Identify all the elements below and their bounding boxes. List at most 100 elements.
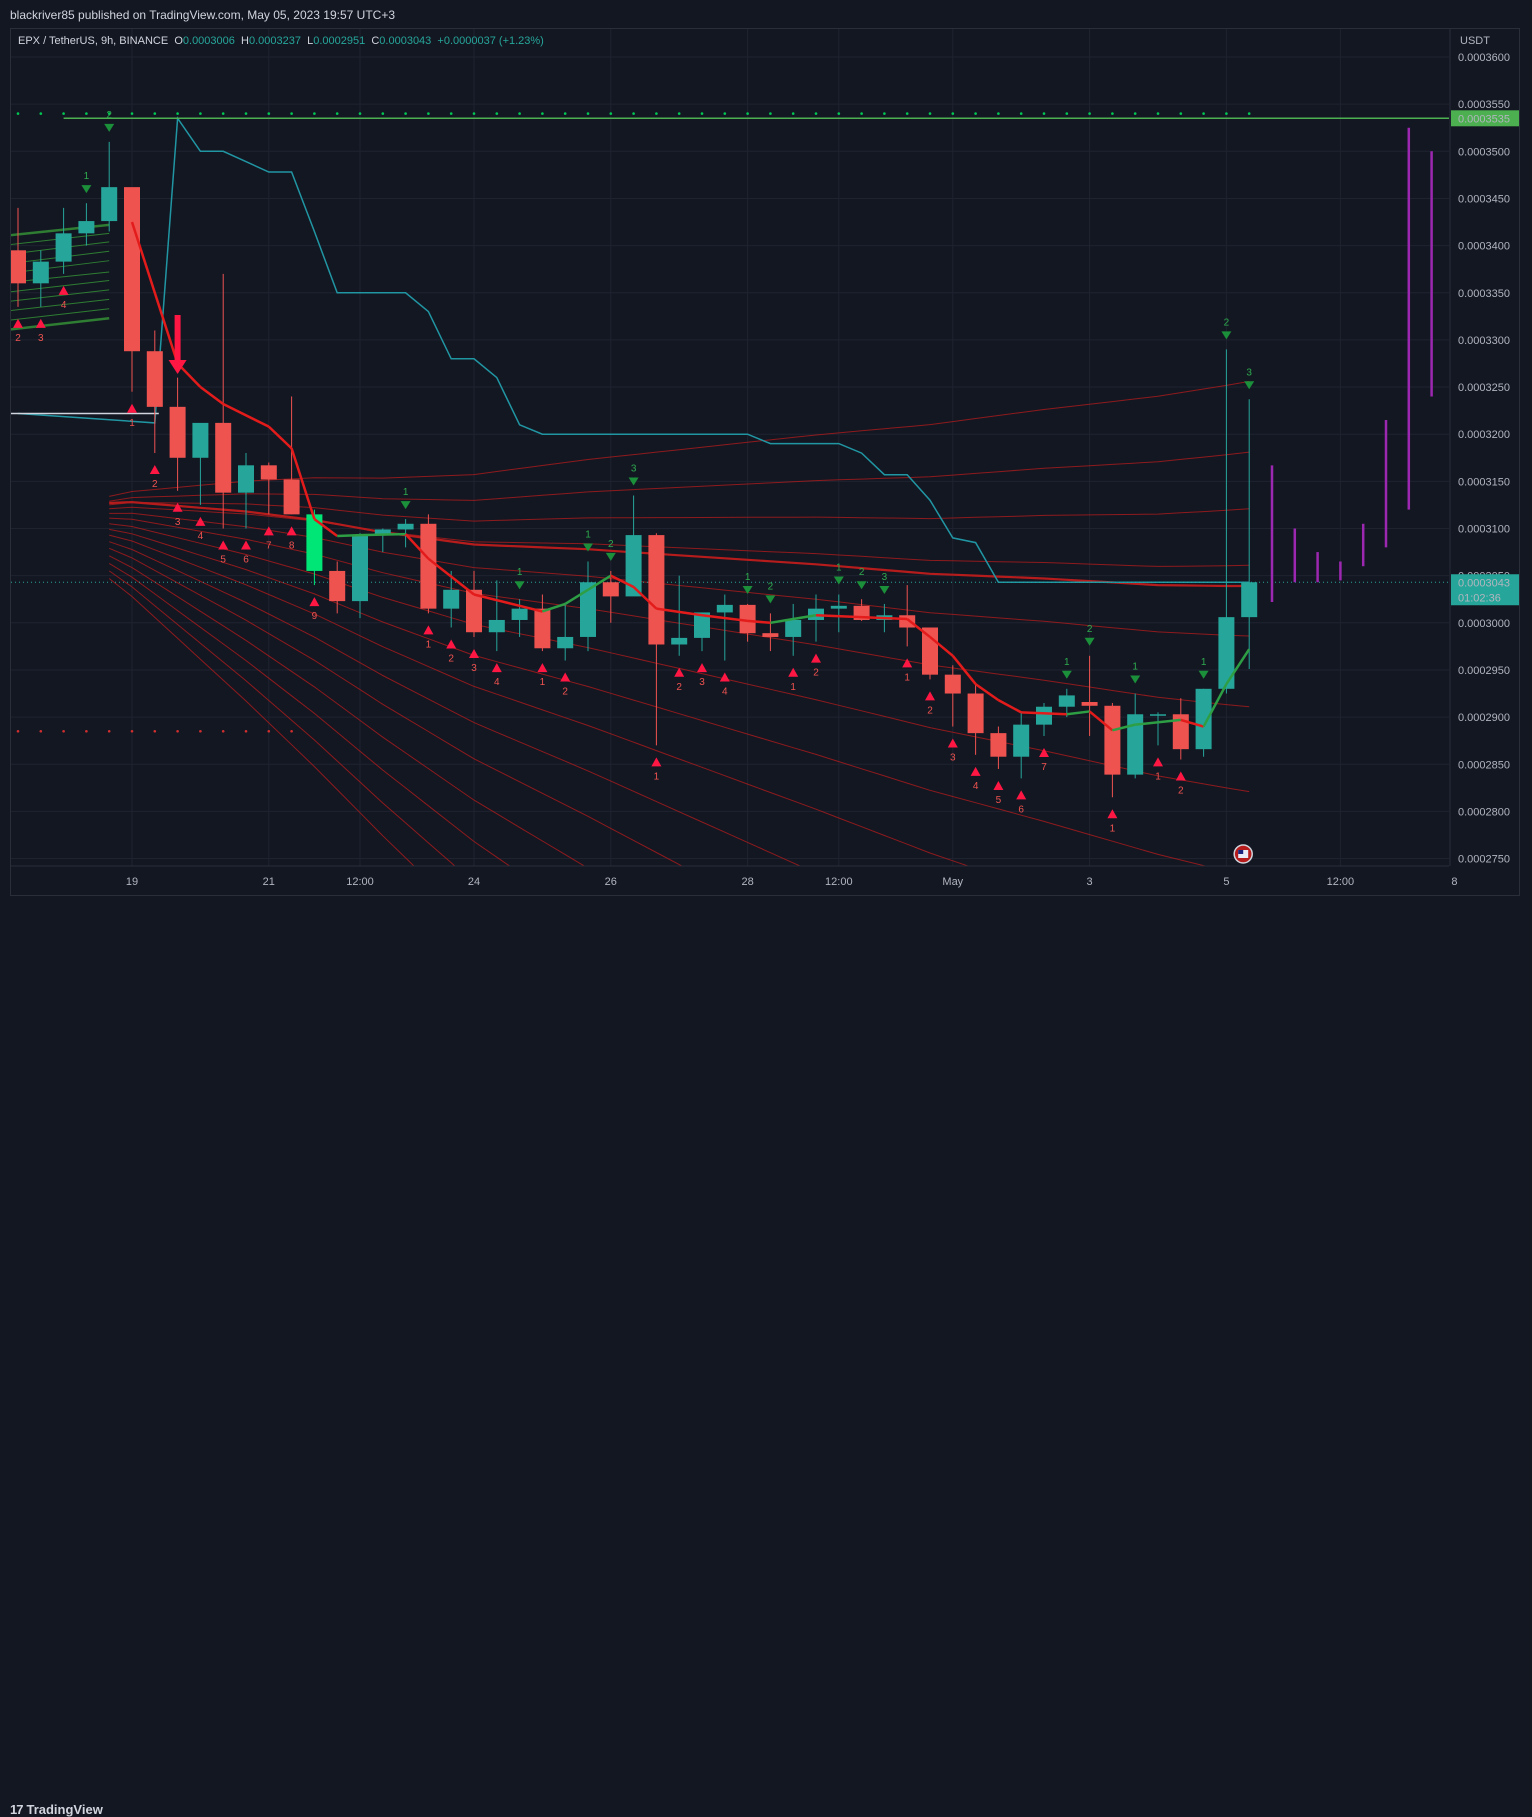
chart-frame[interactable] <box>10 28 1520 896</box>
open-value: 0.0003006 <box>182 35 235 47</box>
close-label: C <box>371 35 380 47</box>
buy-signal-count: 3 <box>699 677 705 688</box>
candle-body <box>1127 714 1144 775</box>
buy-signal-count: 6 <box>1018 804 1024 815</box>
dot-marker-top <box>632 112 635 115</box>
buy-signal-count: 1 <box>790 682 796 693</box>
price-tick-label: 0.0003200 <box>1458 429 1510 441</box>
buy-signal-icon <box>149 465 160 475</box>
dot-marker-top <box>244 112 248 115</box>
high-value: 0.0003237 <box>248 35 301 47</box>
sell-signal-count: 1 <box>1201 657 1207 668</box>
short-ema-segment <box>701 614 748 623</box>
ma-ribbon-line <box>109 547 683 866</box>
buy-signal-icon <box>811 653 821 663</box>
buy-signal-count: 2 <box>676 682 682 693</box>
buy-signal-count: 2 <box>927 705 933 716</box>
short-ema-segment <box>1225 648 1251 685</box>
flag-canton <box>1238 850 1244 854</box>
buy-signal-icon <box>423 625 434 635</box>
dot-marker-top <box>860 112 863 115</box>
ma-ribbon-line <box>108 555 586 866</box>
candle-body <box>124 187 140 352</box>
short-ema-segment <box>997 699 1022 714</box>
short-ema-segment <box>747 619 771 625</box>
candle-body <box>808 608 824 620</box>
dot-marker-top <box>404 112 407 115</box>
time-tick-label: 12:00 <box>346 876 374 888</box>
short-ema-segment <box>632 586 658 610</box>
candle-body <box>488 619 505 633</box>
sell-signal-icon <box>1198 670 1209 679</box>
green-ma-band <box>11 308 110 321</box>
buy-signal-count: 4 <box>198 531 204 542</box>
top-bar: blackriver85 published on TradingView.co… <box>0 0 1532 28</box>
time-tick-label: 3 <box>1087 876 1093 888</box>
price-tick-label: 0.0002750 <box>1458 854 1510 866</box>
ma-ribbon-line <box>109 501 1250 522</box>
buy-signal-icon <box>970 766 981 776</box>
candle-body <box>534 608 551 649</box>
resistance-price-label: 0.0003535 <box>1458 113 1510 125</box>
time-tick-label: May <box>942 876 963 888</box>
dot-marker-bottom <box>199 729 202 733</box>
sell-signal-count: 1 <box>84 171 90 182</box>
short-ema-segment <box>542 602 566 613</box>
short-ema-segment <box>1135 718 1181 726</box>
tradingview-brand[interactable]: 17 TradingView <box>10 1802 103 1817</box>
sell-signal-count: 2 <box>859 567 865 578</box>
candle-body <box>1058 695 1075 707</box>
candle-body <box>922 627 938 675</box>
buy-signal-count: 6 <box>243 555 249 566</box>
sell-signal-icon <box>1061 670 1072 679</box>
price-tick-label: 0.0003500 <box>1458 146 1510 158</box>
publish-info: blackriver85 published on TradingView.co… <box>10 8 396 22</box>
sell-signal-icon <box>856 581 867 590</box>
sell-signal-icon <box>742 585 753 594</box>
candle-body <box>602 582 619 597</box>
short-ema-segment <box>1112 723 1136 732</box>
candle-body <box>990 733 1007 757</box>
short-ema-segment <box>519 604 543 613</box>
candle-body <box>625 535 642 597</box>
dot-marker-top <box>313 112 316 115</box>
candle-body <box>1013 724 1030 757</box>
sell-signal-count: 1 <box>1132 662 1138 673</box>
green-ma-band <box>11 260 110 274</box>
short-ema-segment <box>473 593 520 608</box>
short-ema-segment <box>290 447 316 520</box>
candle-body <box>671 637 688 645</box>
time-tick-label: 21 <box>263 876 275 888</box>
buy-signal-icon <box>172 502 183 512</box>
dot-marker-top <box>746 112 749 115</box>
symbol-label[interactable]: EPX / TetherUS, 9h, BINANCE <box>18 35 169 47</box>
dot-marker-top <box>1179 112 1183 115</box>
buy-signal-count: 9 <box>312 611 318 622</box>
buy-signal-count: 1 <box>1110 823 1116 834</box>
sell-signal-icon <box>879 585 890 594</box>
dot-marker-bottom <box>130 729 134 733</box>
dot-marker-top <box>62 112 65 115</box>
price-tick-label: 0.0003300 <box>1458 335 1510 347</box>
buy-signal-icon <box>560 672 571 682</box>
sell-signal-icon <box>514 581 525 590</box>
buy-signal-icon <box>697 663 707 673</box>
sell-signal-icon <box>1244 381 1255 390</box>
dot-marker-top <box>997 112 1000 115</box>
candle-body <box>739 604 756 634</box>
short-ema-segment <box>792 614 817 621</box>
dot-marker-top <box>130 112 134 115</box>
candle-body <box>716 604 733 613</box>
buy-signal-count: 5 <box>220 555 226 566</box>
dot-marker-bottom <box>39 729 43 733</box>
buy-signal-icon <box>719 672 730 682</box>
candle-body <box>215 422 232 493</box>
short-ema-segment <box>1088 710 1114 732</box>
dot-marker-top <box>814 112 818 115</box>
dot-marker-top <box>495 112 499 115</box>
short-ema-segment <box>974 683 1000 702</box>
ohlc-legend: EPX / TetherUS, 9h, BINANCE O0.0003006 H… <box>18 35 544 47</box>
resistance-price-tag <box>1451 110 1519 127</box>
short-ema-segment <box>199 386 224 406</box>
